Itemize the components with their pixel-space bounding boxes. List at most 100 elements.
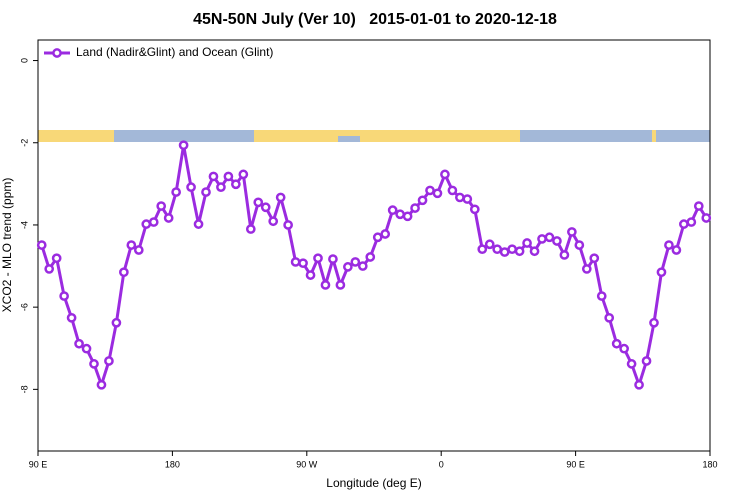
data-point (320, 280, 331, 290)
data-point (440, 169, 450, 180)
data-point (469, 204, 480, 215)
series-line (40, 143, 708, 387)
data-point (328, 254, 338, 264)
data-point (193, 219, 204, 229)
data-point (380, 229, 391, 239)
data-point (484, 239, 495, 250)
data-point (133, 245, 144, 255)
data-point (664, 240, 674, 250)
x-axis-label: Longitude (deg E) (326, 476, 421, 490)
data-point (462, 194, 473, 204)
data-point (216, 182, 226, 192)
data-point (111, 317, 122, 328)
data-point (245, 224, 256, 234)
data-point (231, 179, 241, 190)
data-point (447, 185, 458, 196)
data-point (567, 227, 577, 237)
data-point (656, 267, 667, 278)
data-point (335, 280, 346, 290)
data-point (634, 379, 644, 390)
data-point (372, 232, 383, 243)
data-point (387, 205, 398, 216)
data-point (589, 253, 600, 264)
legend-label: Land (Nadir&Glint) and Ocean (Glint) (76, 45, 273, 59)
y-axis-label: XCO2 - MLO trend (ppm) (0, 178, 14, 313)
data-point (641, 356, 652, 366)
data-point (343, 262, 353, 272)
data-point (290, 257, 301, 267)
data-point (141, 219, 152, 229)
data-point (701, 213, 712, 223)
data-point (619, 343, 629, 354)
data-point (81, 343, 92, 354)
chart-title: 45N-50N July (Ver 10) 2015-01-01 to 2020… (193, 11, 557, 28)
data-point (305, 270, 316, 280)
data-point (89, 359, 99, 369)
data-point (410, 203, 420, 213)
data-point (208, 171, 219, 182)
data-point (59, 291, 69, 301)
data-point (507, 244, 517, 255)
data-point (126, 240, 137, 250)
data-point (238, 169, 249, 180)
ocean-band (114, 130, 254, 142)
x-tick-label: 180 (165, 459, 180, 469)
data-point (499, 247, 510, 257)
data-point (283, 220, 293, 230)
data-point (477, 244, 488, 255)
data-point (679, 219, 689, 229)
data-point (350, 257, 361, 267)
data-point (581, 264, 592, 274)
data-point (275, 192, 286, 203)
x-tick-label: 90 W (296, 459, 318, 469)
y-tick-label: 0 (19, 58, 29, 63)
data-point (44, 264, 55, 274)
x-tick-label: 0 (439, 459, 444, 469)
ocean-band (338, 136, 360, 142)
data-point (686, 217, 697, 227)
data-point (51, 253, 62, 264)
data-point (455, 192, 465, 203)
x-tick-label: 180 (702, 459, 717, 469)
data-point (544, 232, 555, 243)
data-point (559, 250, 570, 260)
data-point (96, 379, 107, 390)
data-point (36, 240, 47, 250)
data-point (104, 356, 114, 366)
data-point (492, 244, 503, 255)
data-point (649, 317, 659, 328)
legend-marker (52, 48, 62, 58)
data-point (186, 182, 196, 192)
data-point (253, 197, 264, 208)
data-point (537, 234, 547, 244)
data-point (604, 312, 615, 323)
data-point (260, 202, 271, 213)
data-point (529, 246, 540, 257)
data-point (596, 291, 607, 301)
ocean-band (656, 130, 710, 142)
data-point (574, 240, 585, 250)
data-point (119, 267, 129, 278)
data-point (552, 236, 562, 246)
data-point (163, 213, 174, 223)
data-point (693, 201, 704, 211)
data-point (402, 211, 413, 222)
data-point (171, 187, 181, 197)
data-point (313, 253, 323, 264)
data-point (268, 216, 279, 227)
data-point (156, 201, 167, 211)
data-point (417, 195, 428, 206)
data-point (626, 359, 637, 369)
data-point (357, 261, 368, 271)
map-strip (38, 130, 710, 142)
data-point (365, 252, 376, 262)
data-point (425, 185, 435, 196)
data-point (66, 312, 77, 323)
data-point (298, 258, 308, 269)
data-point (201, 187, 211, 197)
data-point (223, 171, 234, 182)
y-tick-label: -4 (19, 221, 29, 229)
data-point (395, 209, 405, 220)
data-point (148, 217, 159, 227)
